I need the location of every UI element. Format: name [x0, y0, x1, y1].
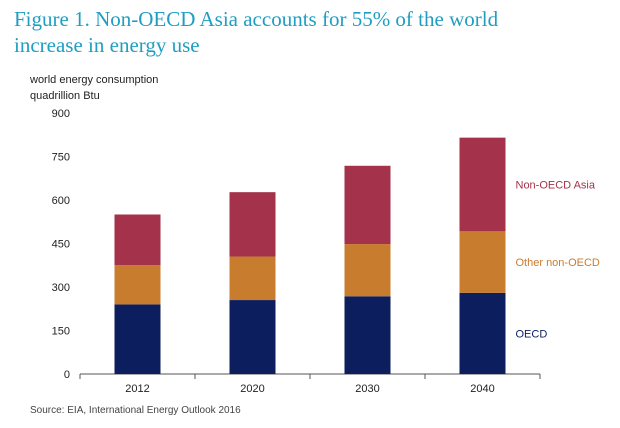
y-axis-label: world energy consumption quadrillion Btu	[30, 72, 158, 104]
y-tick-label: 450	[52, 239, 70, 251]
bar-segment	[459, 137, 506, 232]
y-tick-label: 300	[52, 282, 70, 294]
bar-segment	[459, 231, 506, 293]
x-tick-label: 2030	[355, 383, 379, 395]
y-tick-label: 900	[52, 108, 70, 120]
bar-segment	[229, 300, 276, 374]
chart-title: Figure 1. Non-OECD Asia accounts for 55%…	[14, 6, 614, 58]
y-axis-label-line-1: world energy consumption	[30, 74, 159, 86]
y-tick-label: 0	[64, 369, 70, 381]
x-tick-label: 2012	[125, 383, 149, 395]
y-tick-label: 600	[52, 195, 70, 207]
y-tick-label: 750	[52, 152, 70, 164]
bar-segment	[344, 165, 391, 245]
chart-title-line-2: increase in energy use	[14, 33, 200, 57]
y-tick-label: 150	[52, 326, 70, 338]
bar-segment	[229, 256, 276, 301]
bar-segment	[114, 304, 161, 374]
series-label: Other non-OECD	[516, 257, 600, 269]
x-tick-label: 2020	[240, 383, 264, 395]
source-note: Source: EIA, International Energy Outloo…	[30, 405, 241, 416]
bar-segment	[459, 292, 506, 374]
bar-segment	[344, 244, 391, 297]
y-axis-label-line-2: quadrillion Btu	[30, 90, 100, 102]
chart-title-line-1: Figure 1. Non-OECD Asia accounts for 55%…	[14, 7, 499, 31]
series-label: OECD	[516, 328, 548, 340]
bar-segment	[344, 296, 391, 374]
bar-segment	[114, 265, 161, 305]
x-tick-label: 2040	[470, 383, 494, 395]
bar-segment	[229, 192, 276, 257]
series-label: Non-OECD Asia	[516, 179, 596, 191]
bar-segment	[114, 214, 161, 266]
